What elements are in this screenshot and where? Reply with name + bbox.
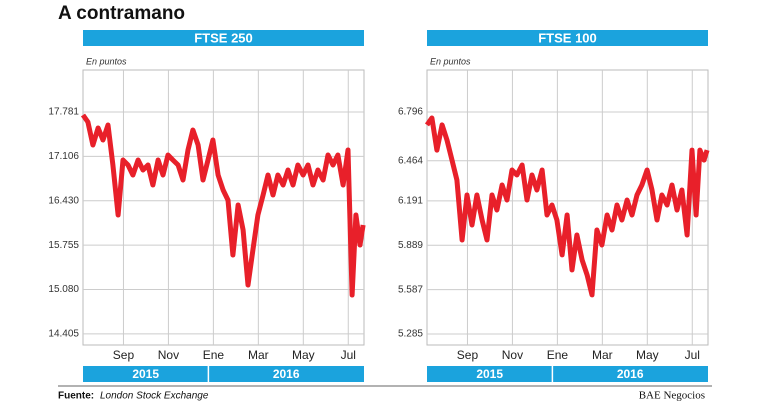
x-tick-label: Jul	[685, 348, 700, 362]
x-tick-label: Sep	[113, 348, 135, 362]
credit: BAE Negocios	[639, 390, 705, 402]
y-tick-label: 17.106	[48, 151, 79, 162]
title-bar	[427, 30, 708, 46]
x-tick-label: Sep	[457, 348, 479, 362]
plot-area	[82, 69, 365, 346]
x-tick-label: Nov	[502, 348, 523, 362]
x-tick-label: Jul	[341, 348, 356, 362]
series-line	[424, 115, 710, 298]
y-tick-label: 5.285	[398, 329, 423, 340]
year-label: 2015	[476, 367, 503, 381]
y-tick-label: 16.430	[48, 195, 79, 206]
chart-title: FTSE 250	[194, 30, 253, 45]
x-tick-label: Ene	[203, 348, 225, 362]
year-bar	[83, 366, 364, 382]
year-label: 2016	[617, 367, 644, 381]
y-tick-label: 6.796	[398, 107, 423, 118]
y-tick-label: 5.587	[398, 284, 423, 295]
page-title: A contramano	[58, 3, 185, 24]
x-tick-label: May	[636, 348, 659, 362]
title-bar	[83, 30, 364, 46]
y-tick-label: 6.191	[398, 196, 423, 207]
series-line	[80, 113, 366, 298]
x-tick-label: Nov	[158, 348, 179, 362]
x-tick-label: Mar	[592, 348, 613, 362]
y-tick-label: 6.464	[398, 155, 423, 166]
y-tick-label: 15.080	[48, 284, 79, 295]
y-tick-label: 14.405	[48, 329, 79, 340]
source: London Stock Exchange	[100, 391, 209, 402]
chart-title: FTSE 100	[538, 30, 597, 45]
x-tick-label: Ene	[547, 348, 569, 362]
year-label: 2015	[132, 367, 159, 381]
x-tick-label: May	[292, 348, 315, 362]
y-tick-label: 15.755	[48, 240, 79, 251]
source-label: Fuente:	[58, 391, 94, 402]
x-tick-label: Mar	[248, 348, 269, 362]
y-axis-label: En puntos	[86, 56, 127, 66]
y-tick-label: 17.781	[48, 107, 79, 118]
year-bar	[427, 366, 708, 382]
year-label: 2016	[273, 367, 300, 381]
y-axis-label: En puntos	[430, 56, 471, 66]
y-tick-label: 5.889	[398, 240, 423, 251]
